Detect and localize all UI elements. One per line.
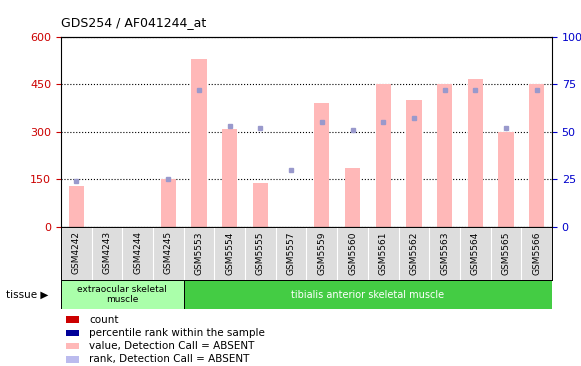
Text: GSM5554: GSM5554 <box>225 231 234 274</box>
Text: GSM4243: GSM4243 <box>102 231 112 274</box>
Text: GSM4242: GSM4242 <box>72 231 81 274</box>
Bar <box>498 132 514 227</box>
Text: GDS254 / AF041244_at: GDS254 / AF041244_at <box>61 16 206 29</box>
Bar <box>191 59 207 227</box>
Text: tissue ▶: tissue ▶ <box>6 290 48 300</box>
Text: count: count <box>89 314 119 325</box>
Text: GSM5557: GSM5557 <box>286 231 296 274</box>
Bar <box>66 316 79 323</box>
Text: GSM4244: GSM4244 <box>133 231 142 274</box>
Bar <box>437 84 452 227</box>
Bar <box>184 280 552 309</box>
Text: GSM5563: GSM5563 <box>440 231 449 274</box>
Text: GSM5566: GSM5566 <box>532 231 541 274</box>
Text: GSM5559: GSM5559 <box>317 231 327 274</box>
Bar <box>66 330 79 336</box>
Text: GSM5560: GSM5560 <box>348 231 357 274</box>
Text: value, Detection Call = ABSENT: value, Detection Call = ABSENT <box>89 341 254 351</box>
Bar <box>345 168 360 227</box>
Text: GSM5553: GSM5553 <box>195 231 203 274</box>
Text: GSM5565: GSM5565 <box>501 231 511 274</box>
Text: tibialis anterior skeletal muscle: tibialis anterior skeletal muscle <box>291 290 444 300</box>
Bar <box>314 103 329 227</box>
Bar <box>406 100 422 227</box>
Text: GSM4245: GSM4245 <box>164 231 173 274</box>
Bar <box>66 356 79 363</box>
Text: extraocular skeletal
muscle: extraocular skeletal muscle <box>77 285 167 305</box>
Bar <box>161 179 176 227</box>
Text: percentile rank within the sample: percentile rank within the sample <box>89 328 265 338</box>
Bar <box>529 84 544 227</box>
Bar <box>66 343 79 349</box>
Bar <box>468 79 483 227</box>
Text: GSM5555: GSM5555 <box>256 231 265 274</box>
Text: GSM5561: GSM5561 <box>379 231 388 274</box>
Text: GSM5564: GSM5564 <box>471 231 480 274</box>
Bar <box>222 128 238 227</box>
Text: GSM5562: GSM5562 <box>410 231 418 274</box>
Bar <box>253 183 268 227</box>
Bar <box>61 280 184 309</box>
Bar <box>375 84 391 227</box>
Bar <box>69 186 84 227</box>
Text: rank, Detection Call = ABSENT: rank, Detection Call = ABSENT <box>89 354 249 365</box>
